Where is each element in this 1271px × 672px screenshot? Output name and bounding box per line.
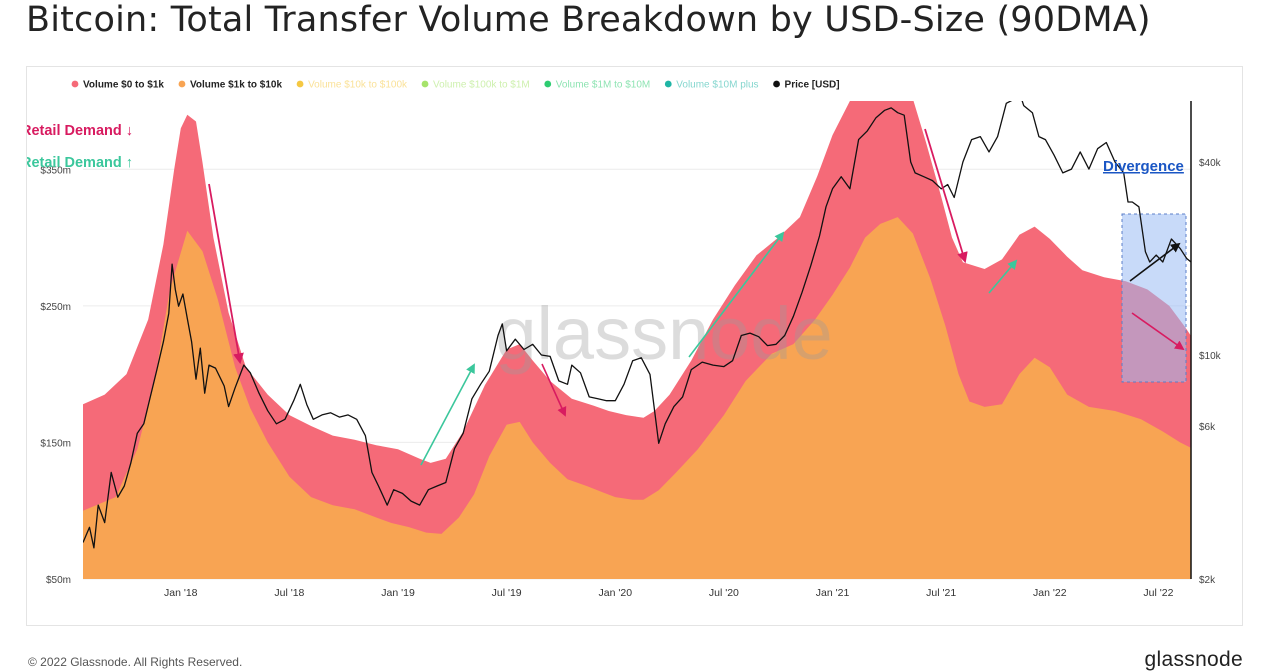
legend-label: Volume $0 to $1k (83, 80, 164, 91)
x-tick-label: Jan '20 (599, 587, 633, 599)
legend-swatch (544, 80, 552, 88)
legend-label: Volume $10k to $100k (308, 80, 408, 91)
y-right-tick-label: $6k (1199, 422, 1216, 433)
legend-item: Volume $10M plus (664, 80, 759, 91)
retail-demand-up-label: Retail Demand ↑ (27, 155, 133, 171)
legend-swatch (421, 80, 429, 88)
legend-swatch (773, 80, 780, 88)
x-tick-label: Jul '22 (1143, 587, 1173, 599)
x-tick-label: Jan '18 (164, 587, 198, 599)
footer-copyright: © 2022 Glassnode. All Rights Reserved. (28, 655, 243, 669)
chart-title: Bitcoin: Total Transfer Volume Breakdown… (26, 0, 1151, 40)
legend-label: Volume $1M to $10M (556, 80, 651, 91)
legend-label: Volume $100k to $1M (433, 80, 530, 91)
retail-demand-down-label: Retail Demand ↓ (27, 123, 133, 139)
y-left-tick-label: $250m (40, 302, 71, 313)
legend-swatch (664, 80, 672, 88)
legend-label: Volume $10M plus (676, 80, 758, 91)
divergence-up-arrow (1129, 242, 1181, 282)
legend-swatch (178, 80, 186, 88)
x-tick-label: Jan '22 (1033, 587, 1067, 599)
legend-item: Price [USD] (773, 80, 840, 91)
chart-panel: glassnode $50m $150m $250m $350m $2k $6k $10k… (26, 66, 1243, 626)
down-arrow-2018 (208, 183, 244, 365)
watermark: glassnode (495, 292, 832, 375)
legend-item: Volume $10k to $100k (296, 80, 408, 91)
legend-swatch (296, 80, 304, 88)
area-vol-1k-10k (83, 217, 1191, 579)
legend-item: Volume $1k to $10k (178, 80, 283, 91)
x-tick-label: Jul '20 (709, 587, 739, 599)
down-arrow-2021 (924, 128, 968, 264)
footer-logo: glassnode (1144, 648, 1243, 671)
y-right-tick-label: $2k (1199, 575, 1216, 586)
divergence-label: Divergence (1103, 158, 1184, 175)
legend-item: Volume $0 to $1k (71, 80, 164, 91)
y-left-tick-label: $350m (40, 165, 71, 176)
legend-item: Volume $100k to $1M (421, 80, 530, 91)
up-arrow-2020 (688, 231, 785, 358)
y-left-axis: $50m $150m $250m $350m (40, 165, 71, 586)
down-arrow-2019 (541, 363, 567, 417)
y-left-tick-label: $50m (46, 575, 71, 586)
legend-item: Volume $1M to $10M (544, 80, 650, 91)
chart-svg: glassnode $50m $150m $250m $350m $2k $6k $10k… (27, 80, 1222, 600)
divergence-box (1121, 213, 1187, 383)
x-tick-label: Jul '18 (274, 587, 304, 599)
x-tick-label: Jan '19 (381, 587, 415, 599)
x-tick-label: Jul '21 (926, 587, 956, 599)
up-arrow-2021 (988, 259, 1018, 294)
legend: Volume $0 to $1k Volume $1k to $10k Volume… (71, 80, 840, 91)
up-arrow-2019 (420, 363, 475, 466)
y-right-tick-label: $10k (1199, 351, 1222, 362)
legend-label: Price [USD] (785, 80, 840, 91)
price-line (83, 101, 1191, 549)
legend-swatch (71, 80, 79, 88)
legend-label: Volume $1k to $10k (190, 80, 283, 91)
annotation-arrows (208, 128, 1185, 466)
y-right-tick-label: $40k (1199, 158, 1222, 169)
x-tick-label: Jan '21 (816, 587, 850, 599)
x-tick-label: Jul '19 (492, 587, 522, 599)
divergence-down-arrow (1131, 312, 1185, 351)
y-left-tick-label: $150m (40, 438, 71, 449)
y-right-axis: $2k $6k $10k $40k (1199, 158, 1222, 586)
x-axis: Jan '18 Jul '18 Jan '19 Jul '19 Jan '20 Jul '… (164, 587, 1174, 599)
